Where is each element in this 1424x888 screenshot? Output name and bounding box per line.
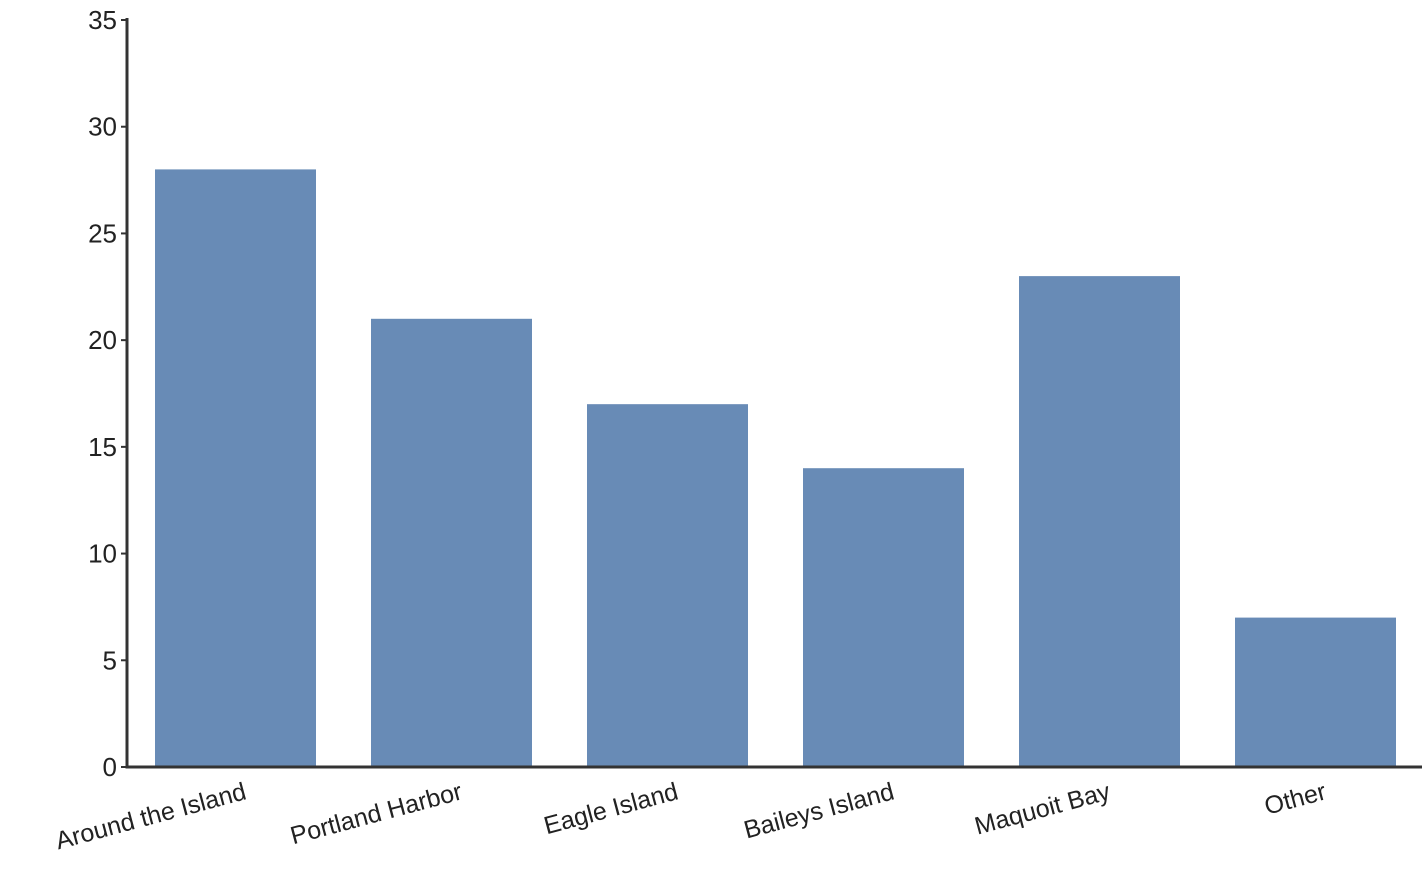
bars-group: [155, 169, 1396, 767]
y-tick-label-25: 25: [88, 218, 117, 248]
y-tick-label-0: 0: [103, 752, 117, 782]
x-axis-ticks: Around the Island Portland Harbor Eagle Is…: [53, 777, 1330, 855]
y-tick-label-15: 15: [88, 432, 117, 462]
bar-baileys-island: [803, 468, 964, 767]
bar-portland-harbor: [371, 318, 532, 767]
y-tick-label-5: 5: [103, 645, 117, 675]
x-tick-label-maquoit-bay: Maquoit Bay: [972, 777, 1114, 840]
y-tick-label-30: 30: [88, 112, 117, 142]
bar-eagle-island: [587, 404, 748, 767]
x-tick-label-portland-harbor: Portland Harbor: [287, 777, 465, 850]
x-tick-label-other: Other: [1261, 777, 1329, 820]
x-tick-label-around-the-island: Around the Island: [53, 777, 250, 855]
bar-around-the-island: [155, 169, 316, 767]
y-tick-label-10: 10: [88, 539, 117, 569]
y-tick-label-20: 20: [88, 325, 117, 355]
y-tick-label-35: 35: [88, 5, 117, 35]
x-tick-label-eagle-island: Eagle Island: [541, 777, 681, 840]
x-tick-label-baileys-island: Baileys Island: [741, 777, 897, 844]
bar-maquoit-bay: [1019, 276, 1180, 767]
bar-other: [1235, 617, 1396, 767]
y-axis-ticks: 0 5 10 15 20 25 30 35: [88, 5, 127, 782]
